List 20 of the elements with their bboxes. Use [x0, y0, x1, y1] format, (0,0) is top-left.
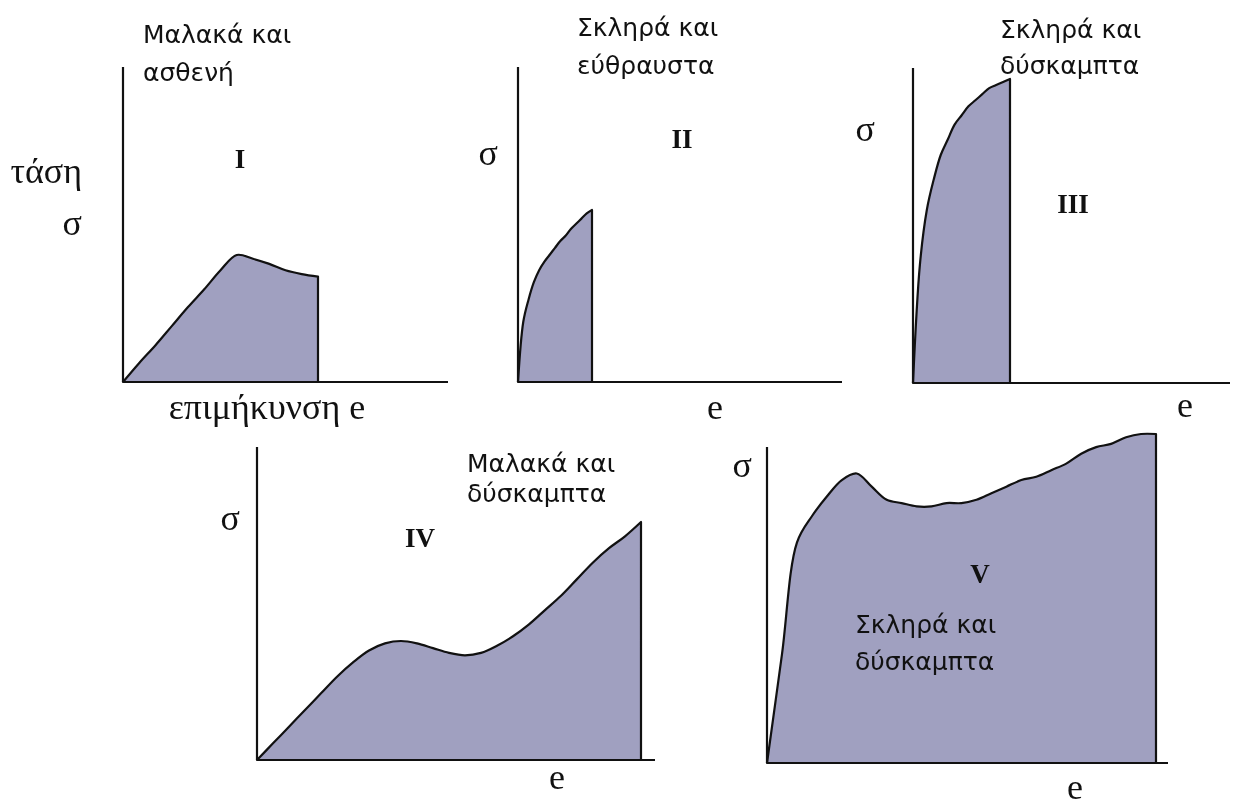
text: I — [234, 144, 246, 174]
x-axis-title: e — [549, 757, 565, 797]
annotation: V — [970, 559, 991, 589]
y-axis-title: σ — [220, 498, 240, 538]
x-axis-title: e — [707, 387, 723, 427]
annotation: IV — [404, 523, 436, 553]
y-axis-title: σ — [732, 445, 752, 485]
x-axis-title: επιμήκυνση e — [168, 387, 366, 427]
y-axis-title: τάση σ — [10, 151, 82, 243]
y-axis-title: σ — [855, 109, 875, 149]
text: III — [1057, 189, 1089, 219]
x-axis-title: e — [1067, 767, 1083, 803]
text: II — [671, 124, 693, 154]
text: Σκληρά και δύσκαμπτα — [855, 610, 997, 676]
x-axis-title: e — [1177, 385, 1193, 425]
text: Σκληρά και εύθραυστα — [577, 13, 719, 80]
chart-title: Μαλακά και δύσκαμπτα — [467, 449, 616, 508]
y-axis-title: σ — [478, 133, 498, 173]
chart-title: Μαλακά και ασθενή — [143, 20, 292, 87]
text: Σκληρά και δύσκαμπτα — [1000, 15, 1142, 80]
